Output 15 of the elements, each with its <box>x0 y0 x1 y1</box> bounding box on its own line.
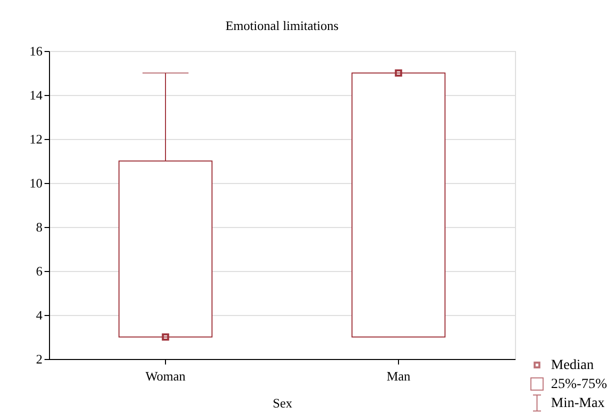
text: 25%-75% <box>551 377 608 392</box>
y-tick-label: 4 <box>36 308 43 322</box>
y-tick-label: 10 <box>30 176 42 190</box>
text: Min-Max <box>551 396 605 411</box>
x-axis-title: Sex <box>272 396 293 410</box>
text: Median <box>551 358 594 373</box>
y-tick-label: 12 <box>30 132 42 146</box>
y-tick-label: 16 <box>30 44 43 58</box>
x-tick-label: Man <box>386 368 411 384</box>
chart-title: Emotional limitations <box>225 18 339 33</box>
y-tick-label: 14 <box>30 88 43 102</box>
y-tick-label: 6 <box>36 264 43 278</box>
x-tick-label: Woman <box>145 368 186 384</box>
y-tick-label: 8 <box>36 220 42 234</box>
y-tick-label: 2 <box>36 352 42 366</box>
